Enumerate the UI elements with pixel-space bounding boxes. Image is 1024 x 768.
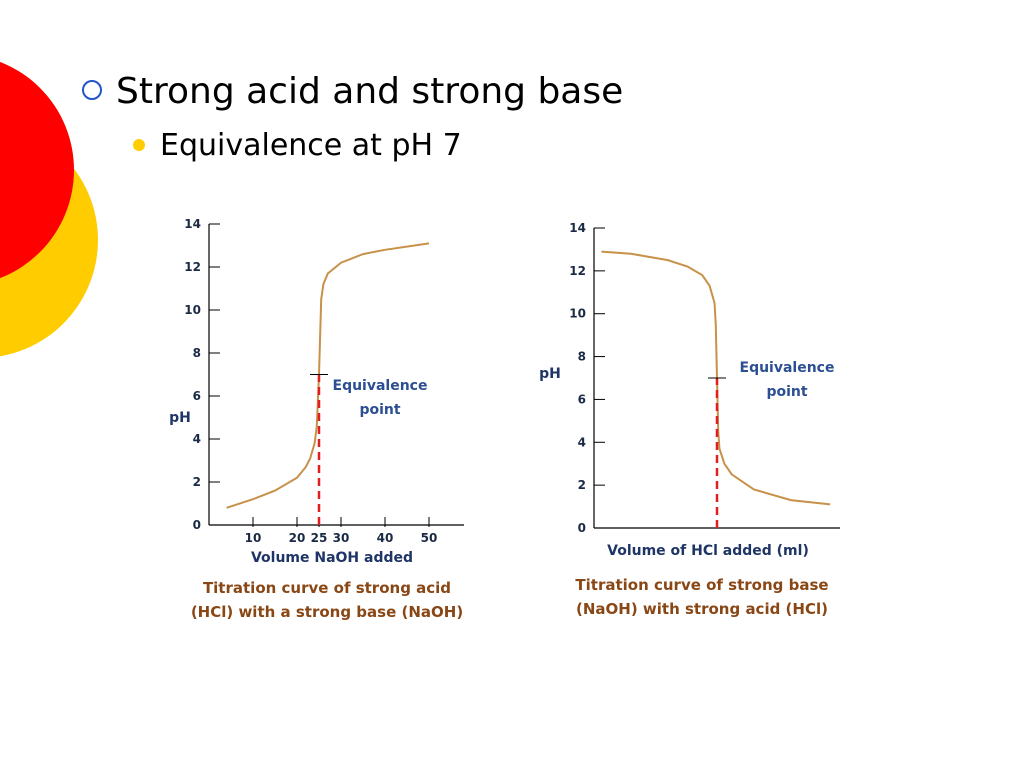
y-tick-label: 4 xyxy=(193,432,201,446)
x-tick-label: 40 xyxy=(377,531,394,545)
decor-red xyxy=(0,61,74,279)
annotation: point xyxy=(359,402,400,418)
x-tick-label: 10 xyxy=(245,531,262,545)
y-tick-label: 10 xyxy=(569,307,586,321)
y-axis-label: pH xyxy=(169,410,191,426)
y-tick-label: 12 xyxy=(184,260,201,274)
y-axis-label: pH xyxy=(539,366,561,382)
x-tick-label: 20 xyxy=(289,531,306,545)
x-tick-label: 25 xyxy=(311,531,328,545)
x-tick-label: 30 xyxy=(333,531,350,545)
caption: (NaOH) with strong acid (HCl) xyxy=(576,600,828,618)
y-tick-label: 0 xyxy=(578,521,586,535)
y-tick-label: 12 xyxy=(569,264,586,278)
y-tick-label: 2 xyxy=(193,475,201,489)
annotation: Equivalence xyxy=(333,378,428,394)
y-tick-label: 0 xyxy=(193,518,201,532)
y-tick-label: 14 xyxy=(184,217,201,231)
y-tick-label: 2 xyxy=(578,478,586,492)
sub-bullet-text: Equivalence at pH 7 xyxy=(160,128,462,163)
sub-bullet-icon xyxy=(133,139,145,151)
x-axis-label: Volume NaOH added xyxy=(251,550,413,566)
caption: Titration curve of strong acid xyxy=(203,579,451,597)
x-axis-label: Volume of HCl added (ml) xyxy=(607,543,809,559)
bullet-icon xyxy=(82,80,102,100)
y-tick-label: 10 xyxy=(184,303,201,317)
annotation: point xyxy=(766,384,807,400)
curve xyxy=(226,242,430,509)
x-tick-label: 50 xyxy=(421,531,438,545)
y-tick-label: 8 xyxy=(193,346,201,360)
y-tick-label: 6 xyxy=(193,389,201,403)
y-tick-label: 6 xyxy=(578,392,586,406)
bullet-text: Strong acid and strong base xyxy=(116,71,623,112)
y-tick-label: 4 xyxy=(578,435,586,449)
caption: (HCl) with a strong base (NaOH) xyxy=(191,603,463,621)
y-tick-label: 14 xyxy=(569,221,586,235)
y-tick-label: 8 xyxy=(578,350,586,364)
curve xyxy=(601,250,831,506)
caption: Titration curve of strong base xyxy=(575,576,828,594)
annotation: Equivalence xyxy=(740,360,835,376)
